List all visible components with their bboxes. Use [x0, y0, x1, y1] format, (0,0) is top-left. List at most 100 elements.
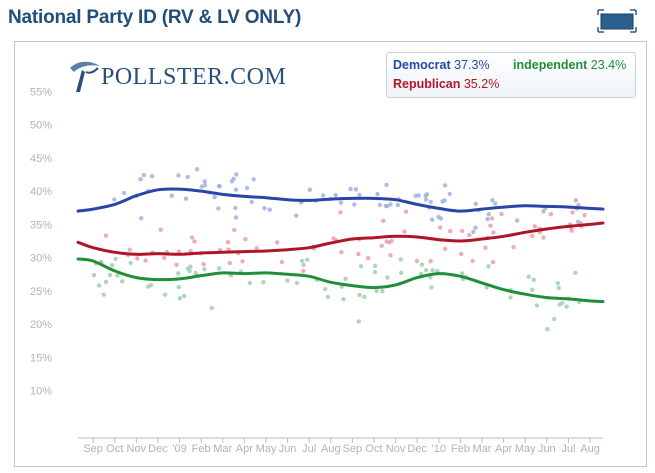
- poll-dot: [430, 268, 435, 273]
- trend-line-democrat[interactable]: [76, 187, 605, 213]
- poll-dot: [511, 244, 516, 250]
- poll-dot: [379, 243, 384, 248]
- poll-dot: [473, 225, 478, 230]
- legend-democrat-value: 37.3%: [454, 58, 490, 72]
- x-tick-label: Sep: [343, 443, 363, 455]
- poll-dot: [483, 245, 488, 250]
- x-tick-label: Jul: [561, 443, 575, 455]
- y-tick-label: 30%: [30, 253, 52, 265]
- poll-dot: [233, 215, 239, 220]
- legend: Democrat 37.3% independent 23.4% Republi…: [386, 52, 636, 98]
- poll-dot: [285, 278, 290, 283]
- poll-dot: [402, 229, 407, 234]
- poll-dot: [103, 279, 109, 285]
- poll-dot: [423, 193, 428, 198]
- poll-dot: [471, 229, 476, 235]
- poll-dot: [534, 303, 540, 308]
- poll-dot: [251, 177, 256, 182]
- poll-dot: [358, 264, 364, 269]
- poll-dot: [149, 174, 155, 179]
- poll-dot: [275, 240, 280, 245]
- x-tick-label: Feb: [192, 443, 211, 455]
- poll-dot: [232, 227, 237, 233]
- poll-dot: [244, 185, 250, 191]
- poll-dot: [459, 228, 465, 234]
- legend-republican-name: Republican: [393, 77, 461, 91]
- poll-dot: [459, 271, 465, 276]
- poll-dot: [307, 187, 312, 192]
- y-tick-label: 40%: [30, 186, 52, 198]
- poll-dot: [301, 268, 306, 274]
- x-tick-label: Apr: [236, 443, 253, 455]
- x-tick-label: Sep: [83, 443, 103, 455]
- poll-dot: [403, 209, 409, 214]
- poll-dot: [473, 201, 478, 207]
- poll-dot: [381, 218, 386, 223]
- poll-dot: [234, 172, 239, 177]
- poll-dot: [486, 264, 491, 269]
- poll-dot: [490, 198, 495, 203]
- poll-dot: [442, 246, 448, 251]
- poll-dot: [141, 172, 147, 178]
- poll-dot: [515, 218, 520, 223]
- x-tick-label: Dec: [148, 443, 168, 455]
- poll-dot: [343, 276, 348, 281]
- poll-dot: [279, 259, 285, 265]
- poll-dot: [176, 271, 181, 276]
- poll-dot: [189, 235, 195, 240]
- poll-dot: [384, 204, 390, 209]
- poll-dot: [162, 292, 168, 297]
- poll-dot: [429, 285, 434, 290]
- x-tick-label: '09: [172, 443, 186, 455]
- poll-dot: [489, 216, 495, 221]
- poll-dot: [395, 202, 401, 208]
- poll-dot: [486, 212, 491, 217]
- trend-line-independent[interactable]: [76, 257, 605, 304]
- x-tick-label: Nov: [127, 443, 147, 455]
- poll-dot: [209, 305, 214, 311]
- poll-dot: [467, 232, 472, 238]
- poll-dot: [176, 173, 181, 178]
- poll-dot: [216, 206, 221, 211]
- poll-dot: [262, 206, 267, 211]
- poll-dot: [488, 223, 493, 228]
- poll-dot: [555, 281, 560, 286]
- legend-independent-name: independent: [513, 58, 588, 72]
- trend-line-republican[interactable]: [76, 221, 605, 256]
- x-tick-label: Feb: [451, 443, 470, 455]
- x-tick-label: Aug: [580, 443, 600, 455]
- poll-dot: [249, 199, 254, 205]
- poll-dot: [356, 319, 361, 324]
- poll-dot: [103, 233, 109, 238]
- legend-independent[interactable]: independent 23.4%: [513, 58, 626, 72]
- poll-dot: [362, 294, 367, 299]
- poll-dot: [548, 212, 554, 217]
- x-tick-label: Apr: [495, 443, 512, 455]
- poll-dot: [458, 251, 464, 257]
- poll-dot: [91, 273, 97, 278]
- poll-dot: [531, 277, 536, 283]
- poll-dot: [202, 267, 207, 272]
- x-tick-label: Oct: [365, 443, 382, 455]
- poll-dot: [169, 193, 174, 198]
- poll-dot: [541, 209, 546, 214]
- legend-republican-value: 35.2%: [463, 77, 500, 91]
- poll-dot: [557, 302, 562, 307]
- poll-dot: [491, 230, 496, 235]
- expand-icon[interactable]: [597, 9, 637, 33]
- poll-dot: [399, 270, 404, 275]
- poll-dot: [530, 287, 535, 292]
- x-tick-label: May: [515, 443, 536, 455]
- legend-republican[interactable]: Republican 35.2%: [393, 77, 499, 91]
- y-tick-label: 55%: [30, 86, 52, 98]
- poll-dot: [294, 213, 299, 218]
- poll-dot: [338, 210, 343, 215]
- poll-dot: [185, 266, 191, 271]
- y-tick-label: 15%: [30, 352, 52, 364]
- poll-dot: [107, 273, 113, 278]
- poll-dot: [484, 285, 489, 290]
- poll-dot: [545, 327, 550, 332]
- legend-democrat[interactable]: Democrat 37.3%: [393, 58, 490, 72]
- legend-independent-value: 23.4%: [590, 58, 627, 72]
- poll-dot: [201, 262, 206, 267]
